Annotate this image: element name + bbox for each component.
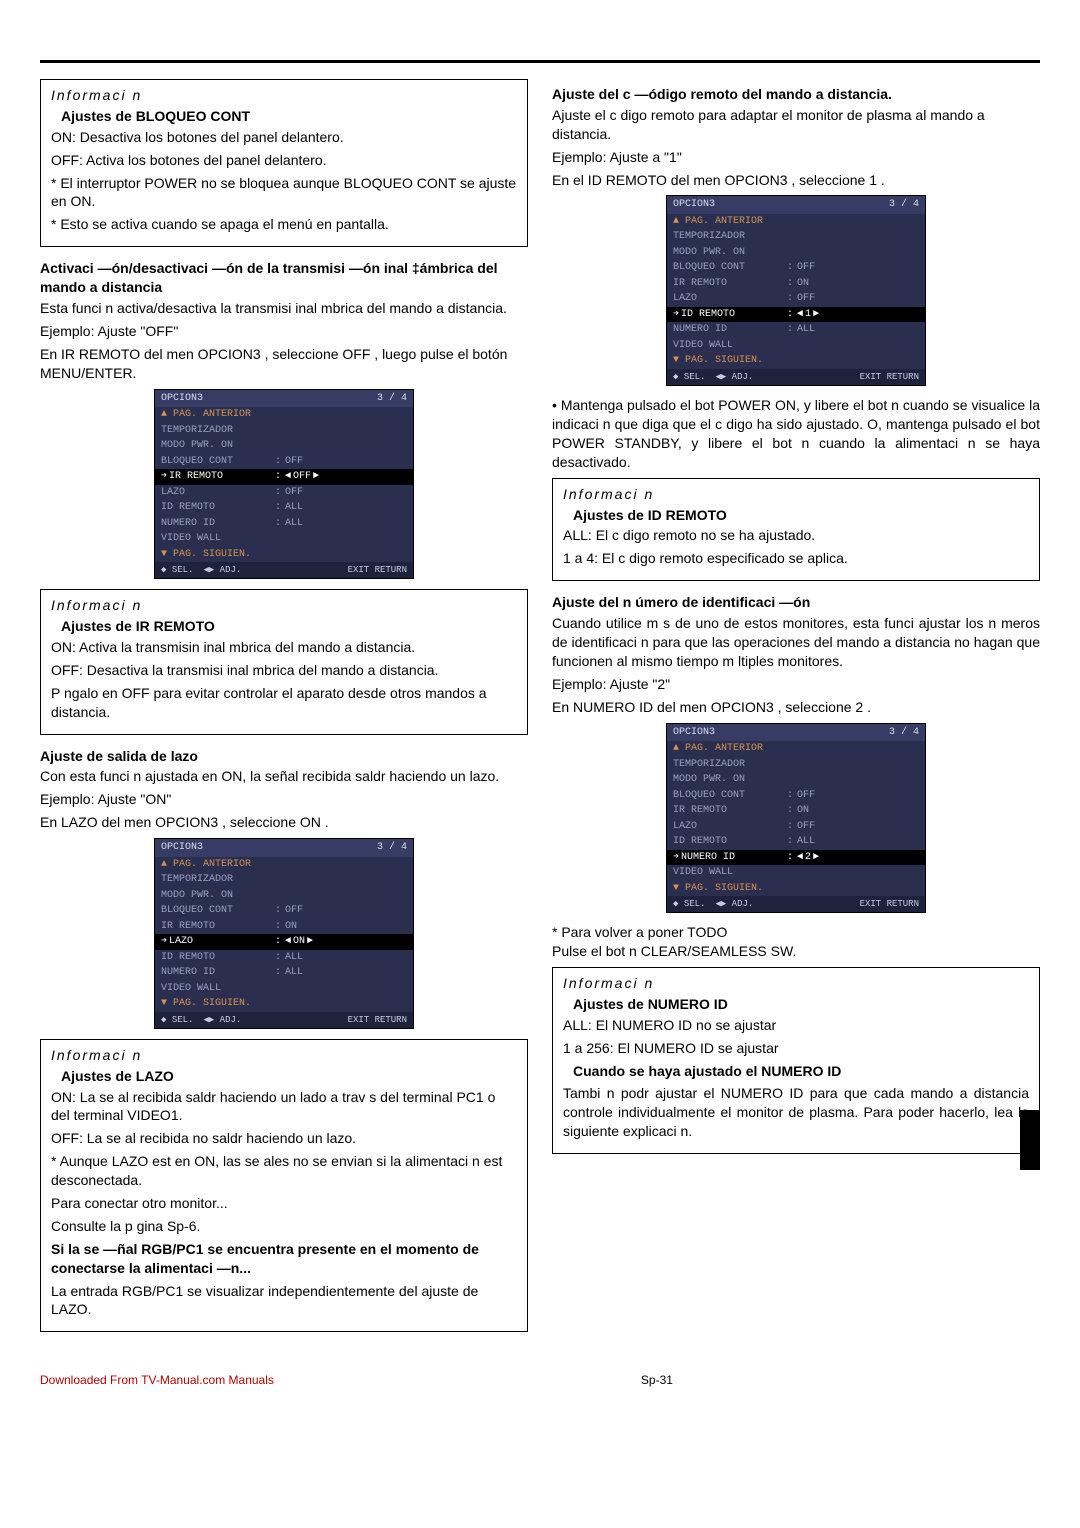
info-title: Informaci n	[51, 86, 517, 105]
example-text: Ejemplo: Ajuste "ON"	[40, 790, 528, 809]
info-box-ir-remoto: Informaci n Ajustes de IR REMOTO ON: Act…	[40, 589, 528, 734]
info-line: Consulte la p gina Sp-6.	[51, 1217, 517, 1236]
page-number: Sp-31	[641, 1372, 673, 1388]
info-line: ALL: El c digo remoto no se ha ajustado.	[563, 526, 1029, 545]
info-box-bloqueo: Informaci n Ajustes de BLOQUEO CONT ON: …	[40, 79, 528, 247]
info-line: * El interruptor POWER no se bloquea aun…	[51, 174, 517, 212]
info-title: Informaci n	[563, 485, 1029, 504]
info-line: Si la se —ñal RGB/PC1 se encuentra prese…	[51, 1240, 517, 1278]
section-heading: Activaci —ón/desactivaci —ón de la trans…	[40, 259, 528, 297]
info-line: P ngalo en OFF para evitar controlar el …	[51, 684, 517, 722]
download-link[interactable]: Downloaded From TV-Manual.com Manuals	[40, 1372, 274, 1388]
osd-menu-id-remoto: OPCION33 / 4PAG. ANTERIORTEMPORIZADORMOD…	[666, 195, 926, 386]
osd-menu-numero-id: OPCION33 / 4PAG. ANTERIORTEMPORIZADORMOD…	[666, 723, 926, 914]
example-text: Ejemplo: Ajuste "2"	[552, 675, 1040, 694]
example-text: Ejemplo: Ajuste "OFF"	[40, 322, 528, 341]
page-footer: Downloaded From TV-Manual.com Manuals Sp…	[40, 1372, 1040, 1388]
body-text: En NUMERO ID del men OPCION3 , seleccion…	[552, 698, 1040, 717]
info-sub: Ajustes de BLOQUEO CONT	[61, 107, 517, 126]
info-line: OFF: La se al recibida no saldr haciendo…	[51, 1129, 517, 1148]
info-title: Informaci n	[51, 1046, 517, 1065]
osd-menu-lazo: OPCION33 / 4PAG. ANTERIORTEMPORIZADORMOD…	[154, 838, 414, 1029]
info-title: Informaci n	[563, 974, 1029, 993]
osd-menu-ir-remoto: OPCION33 / 4PAG. ANTERIORTEMPORIZADORMOD…	[154, 389, 414, 580]
info-line: La entrada RGB/PC1 se visualizar indepen…	[51, 1282, 517, 1320]
body-text: Ajuste el c digo remoto para adaptar el …	[552, 106, 1040, 144]
side-tab-marker	[1020, 1110, 1040, 1170]
info-line: OFF: Desactiva la transmisi inal mbrica …	[51, 661, 517, 680]
info-line: OFF: Activa los botones del panel delant…	[51, 151, 517, 170]
info-line: 1 a 4: El c digo remoto especificado se …	[563, 549, 1029, 568]
info-line: 1 a 256: El NUMERO ID se ajustar	[563, 1039, 1029, 1058]
info-line: * Aunque LAZO est en ON, las se ales no …	[51, 1152, 517, 1190]
body-text: Esta funci n activa/desactiva la transmi…	[40, 299, 528, 318]
info-sub: Ajustes de LAZO	[61, 1067, 517, 1086]
info-sub: Ajustes de IR REMOTO	[61, 617, 517, 636]
section-heading: Ajuste de salida de lazo	[40, 747, 528, 766]
body-text: En el ID REMOTO del men OPCION3 , selecc…	[552, 171, 1040, 190]
body-text: En LAZO del men OPCION3 , seleccione ON …	[40, 813, 528, 832]
right-column: Ajuste del c —ódigo remoto del mando a d…	[552, 73, 1040, 1342]
section-heading: Ajuste del n úmero de identificaci —ón	[552, 593, 1040, 612]
info-line: ALL: El NUMERO ID no se ajustar	[563, 1016, 1029, 1035]
body-text: Cuando utilice m s de uno de estos monit…	[552, 614, 1040, 671]
example-text: Ejemplo: Ajuste a "1"	[552, 148, 1040, 167]
info-sub: Ajustes de NUMERO ID	[573, 995, 1029, 1014]
section-heading: Ajuste del c —ódigo remoto del mando a d…	[552, 85, 1040, 104]
info-line: Cuando se haya ajustado el NUMERO ID	[573, 1062, 1029, 1081]
info-sub: Ajustes de ID REMOTO	[573, 506, 1029, 525]
info-line: * Esto se activa cuando se apaga el menú…	[51, 215, 517, 234]
info-line: Para conectar otro monitor...	[51, 1194, 517, 1213]
body-text: Con esta funci n ajustada en ON, la seña…	[40, 767, 528, 786]
reset-note: * Para volver a poner TODO Pulse el bot …	[552, 923, 1040, 961]
info-box-numero-id: Informaci n Ajustes de NUMERO ID ALL: El…	[552, 967, 1040, 1154]
info-title: Informaci n	[51, 596, 517, 615]
info-line: ON: Desactiva los botones del panel dela…	[51, 128, 517, 147]
info-line: ON: La se al recibida saldr haciendo un …	[51, 1088, 517, 1126]
info-line: Tambi n podr ajustar el NUMERO ID para q…	[563, 1084, 1029, 1141]
body-text: En IR REMOTO del men OPCION3 , seleccion…	[40, 345, 528, 383]
info-box-lazo: Informaci n Ajustes de LAZO ON: La se al…	[40, 1039, 528, 1333]
info-box-id-remoto: Informaci n Ajustes de ID REMOTO ALL: El…	[552, 478, 1040, 582]
info-line: ON: Activa la transmisin inal mbrica del…	[51, 638, 517, 657]
bullet-note: • Mantenga pulsado el bot POWER ON, y li…	[552, 396, 1040, 472]
left-column: Informaci n Ajustes de BLOQUEO CONT ON: …	[40, 73, 528, 1342]
